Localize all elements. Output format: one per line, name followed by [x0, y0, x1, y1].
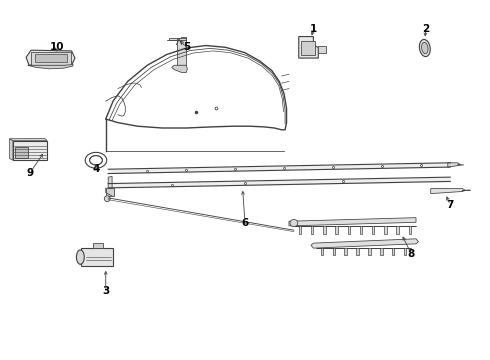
Text: 9: 9: [26, 168, 34, 178]
Text: 7: 7: [446, 200, 454, 210]
Text: 3: 3: [102, 286, 109, 296]
Ellipse shape: [76, 250, 84, 264]
Ellipse shape: [419, 40, 430, 57]
FancyBboxPatch shape: [15, 147, 27, 158]
Polygon shape: [311, 239, 418, 248]
FancyBboxPatch shape: [301, 41, 315, 55]
Text: 2: 2: [422, 24, 429, 35]
Polygon shape: [31, 51, 71, 64]
Text: 4: 4: [92, 164, 99, 174]
Polygon shape: [318, 45, 326, 53]
Polygon shape: [448, 163, 460, 167]
Polygon shape: [93, 243, 103, 248]
Text: 1: 1: [310, 24, 317, 35]
Polygon shape: [108, 176, 112, 189]
Polygon shape: [316, 248, 411, 255]
Polygon shape: [169, 37, 186, 40]
Polygon shape: [13, 140, 47, 160]
Polygon shape: [27, 64, 73, 69]
Ellipse shape: [421, 42, 428, 54]
Ellipse shape: [290, 220, 298, 226]
Polygon shape: [26, 50, 75, 65]
Text: 10: 10: [49, 42, 64, 52]
Polygon shape: [289, 218, 416, 226]
Text: 5: 5: [183, 42, 190, 52]
FancyBboxPatch shape: [35, 54, 67, 62]
Polygon shape: [106, 188, 114, 196]
Polygon shape: [9, 138, 47, 140]
Ellipse shape: [104, 196, 110, 202]
Polygon shape: [176, 39, 186, 65]
Polygon shape: [9, 139, 13, 160]
Text: 8: 8: [408, 248, 415, 258]
Text: 6: 6: [242, 218, 248, 228]
Polygon shape: [172, 65, 187, 72]
Polygon shape: [299, 37, 318, 58]
Polygon shape: [81, 248, 113, 266]
Polygon shape: [431, 189, 465, 194]
Polygon shape: [294, 226, 416, 234]
